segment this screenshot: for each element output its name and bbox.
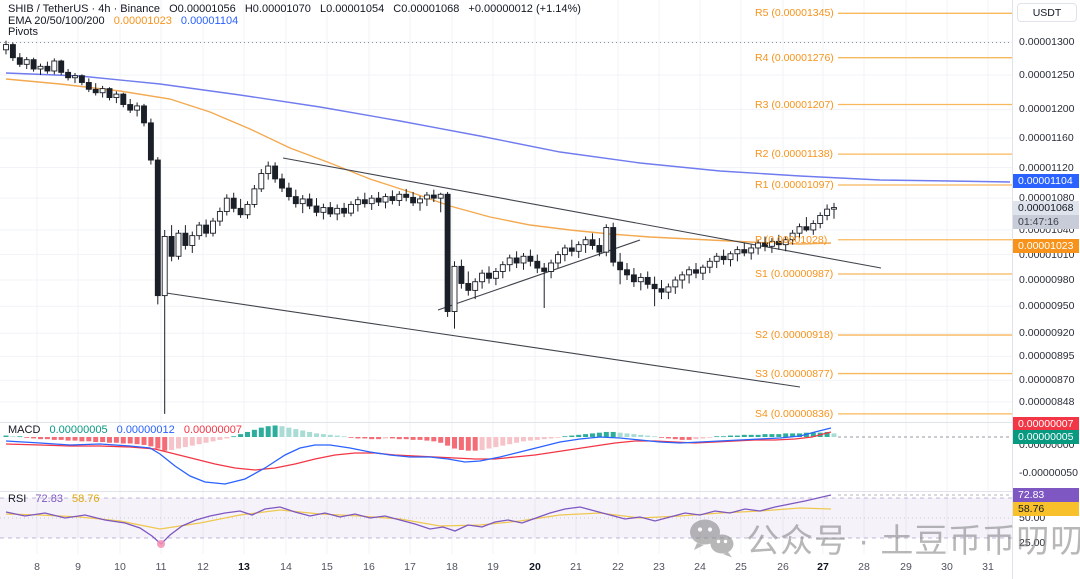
ema-value-orange: 0.00001023	[113, 15, 172, 27]
time-axis-label: 11	[155, 561, 167, 573]
time-axis-label: 28	[858, 561, 870, 573]
axis-tick-label: 0.00000980	[1019, 274, 1075, 286]
axis-tick-label: 0.00000920	[1019, 327, 1075, 340]
time-axis-label: 20	[529, 561, 541, 573]
axis-tick-label: 0.00001200	[1019, 103, 1075, 116]
ohlc-high: H0.00001070	[244, 3, 311, 15]
rsi-value: 72.83	[35, 493, 63, 505]
pivot-label: S4 (0.00000836)	[755, 407, 834, 420]
pivots-legend-row[interactable]: Pivots	[8, 27, 44, 38]
candle-countdown: 01:47:16	[1013, 215, 1079, 229]
axis-tick-label: 0.00000895	[1019, 350, 1075, 363]
macd-hist-value: 0.00000005	[49, 424, 108, 436]
time-axis-label: 31	[982, 561, 994, 573]
time-axis-label: 17	[404, 561, 416, 573]
pivot-label: R2 (0.00001138)	[755, 148, 834, 161]
time-axis-label: 25	[735, 561, 747, 573]
rsi-label: RSI	[8, 493, 27, 505]
time-axis-label: 18	[446, 561, 458, 573]
axis-tick-label: 0.00001250	[1019, 69, 1075, 82]
pivot-label: S2 (0.00000918)	[755, 329, 834, 342]
currency-button[interactable]: USDT	[1017, 3, 1077, 22]
time-axis[interactable]: 8 9 10 11 12 13 14 15 16 17 18 19 20 21 22 23 24 25 26 27 28…	[0, 554, 1012, 579]
axis-tick-label: -0.00000050	[1019, 467, 1078, 479]
time-axis-label: 23	[653, 561, 665, 573]
time-axis-label: 19	[487, 561, 499, 573]
macd-line-value: 0.00000012	[116, 424, 175, 436]
time-axis-label: 24	[694, 561, 706, 573]
time-axis-label: 16	[363, 561, 375, 573]
rsi-ma-value: 58.76	[72, 493, 100, 505]
macd-label: MACD	[8, 424, 41, 436]
pivot-label: R5 (0.00001345)	[755, 7, 834, 20]
time-axis-label: 13	[238, 561, 250, 573]
macd-signal-badge: 0.00000007	[1013, 417, 1079, 431]
rsi-legend-row[interactable]: RSI 72.83 58.76	[8, 494, 106, 505]
time-axis-label: 14	[280, 561, 292, 573]
symbol-title[interactable]: SHIB / TetherUS · 4h · Binance	[8, 3, 161, 15]
rsi-ma-badge: 58.76	[1013, 502, 1079, 516]
time-axis-label: 9	[75, 561, 81, 573]
time-axis-label: 27	[817, 561, 829, 573]
axis-tick-label: 0.00000848	[1019, 395, 1075, 408]
axis-tick-label: 0.00001300	[1019, 36, 1075, 48]
pivots-label: Pivots	[8, 26, 38, 38]
symbol-legend-row: SHIB / TetherUS · 4h · Binance O0.000010…	[8, 4, 587, 15]
ohlc-close: C0.00001068	[393, 3, 460, 15]
time-axis-label: 21	[570, 561, 582, 573]
axis-tick-label: 0.00001160	[1019, 131, 1074, 144]
time-axis-label: 26	[777, 561, 789, 573]
price-axis[interactable]: USDT 0.00001300 0.00001250 0.00001200 0.000…	[1012, 0, 1080, 579]
time-axis-label: 12	[197, 561, 209, 573]
ohlc-low: L0.00001054	[319, 3, 385, 15]
axis-tick-label: 25.00	[1019, 537, 1046, 549]
axis-tick-label: 0.00000950	[1019, 300, 1075, 313]
time-axis-label: 10	[114, 561, 126, 573]
time-axis-label: 15	[321, 561, 333, 573]
pivot-label: R3 (0.00001207)	[755, 98, 834, 111]
ema-blue-price-badge: 0.00001104	[1013, 174, 1079, 188]
time-axis-label: 30	[941, 561, 953, 573]
last-price-badge: 0.00001068	[1013, 201, 1079, 215]
pivot-label: R4 (0.00001276)	[755, 51, 834, 64]
pivot-label: P (0.00001028)	[755, 233, 828, 246]
axis-tick-label: 0.00000870	[1019, 374, 1075, 387]
ema-value-blue: 0.00001104	[180, 15, 239, 27]
macd-hist-badge: 0.00000005	[1013, 430, 1079, 444]
time-axis-label: 8	[34, 561, 40, 573]
rsi-value-badge: 72.83	[1013, 488, 1079, 502]
macd-signal-value: 0.00000007	[183, 424, 242, 436]
ohlc-open: O0.00001056	[169, 3, 236, 15]
time-axis-label: 22	[612, 561, 624, 573]
ema-legend-row[interactable]: EMA 20/50/100/200 0.00001023 0.00001104	[8, 16, 244, 27]
pivot-label: S1 (0.00000987)	[755, 268, 834, 280]
ema-orange-price-badge: 0.00001023	[1013, 239, 1079, 253]
macd-legend-row[interactable]: MACD 0.00000005 0.00000012 0.00000007	[8, 425, 248, 436]
pivot-label: S3 (0.00000877)	[755, 367, 834, 380]
pivot-label: R1 (0.00001097)	[755, 179, 834, 191]
time-axis-label: 29	[900, 561, 912, 573]
axis-tick-label: 0.00001120	[1019, 161, 1074, 174]
price-change: +0.00000012 (+1.14%)	[468, 3, 581, 15]
ema-label: EMA 20/50/100/200	[8, 15, 105, 27]
